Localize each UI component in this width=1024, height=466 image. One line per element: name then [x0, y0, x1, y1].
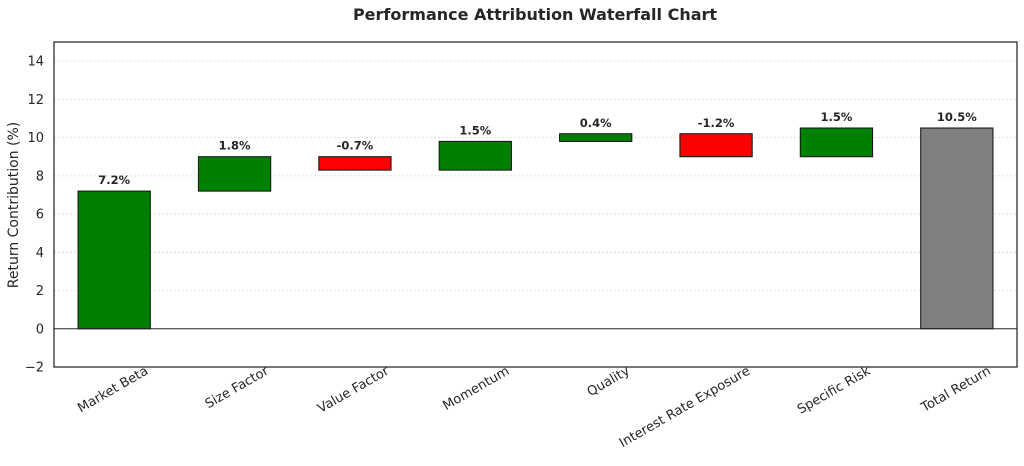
y-tick-label: 0: [36, 322, 44, 337]
x-tick-label: Quality: [585, 364, 633, 400]
plot-frame: [53, 41, 1018, 368]
data-label: 1.8%: [219, 139, 251, 153]
data-label: 1.5%: [820, 110, 852, 124]
y-tick-label: 4: [36, 246, 44, 261]
bar-market-beta: [77, 190, 151, 330]
data-labels: 7.2% 1.8% -0.7% 1.5% 0.4% -1.2% 1.5% 10.5%: [98, 110, 977, 187]
y-tick-label: −2: [25, 361, 44, 376]
x-tick-label: Interest Rate Exposure: [617, 364, 753, 451]
data-label: 10.5%: [937, 110, 977, 124]
x-axis-ticks: Market Beta Size Factor Value Factor Moment…: [75, 363, 993, 450]
y-axis-ticks: −2 0 2 4 6 8 10 12 14: [25, 55, 44, 376]
bar-momentum: [438, 140, 512, 171]
bar-size-factor: [197, 156, 272, 192]
y-tick-label: 8: [36, 169, 44, 184]
bars: [77, 127, 994, 330]
y-tick-label: 2: [36, 284, 44, 299]
bar-specific-risk: [799, 127, 874, 158]
chart-title: Performance Attribution Waterfall Chart: [353, 5, 717, 24]
data-label: -0.7%: [337, 139, 374, 153]
y-tick-label: 14: [27, 55, 44, 70]
data-label: 1.5%: [459, 123, 491, 137]
data-label: 7.2%: [98, 173, 130, 187]
x-tick-label: Total Return: [918, 364, 994, 416]
grid-lines: [54, 60, 1017, 368]
x-tick-label: Size Factor: [203, 363, 272, 412]
bar-total-return: [920, 127, 994, 330]
bar-value-factor: [318, 156, 392, 171]
x-tick-label: Market Beta: [75, 364, 151, 416]
data-label: -1.2%: [698, 116, 735, 130]
y-tick-label: 6: [36, 208, 44, 223]
y-tick-label: 12: [27, 93, 44, 108]
bar-interest-rate-exposure: [679, 133, 753, 158]
bar-quality: [559, 133, 633, 142]
y-axis-label: Return Contribution (%): [6, 122, 22, 289]
x-tick-label: Specific Risk: [795, 364, 874, 418]
y-tick-label: 10: [27, 131, 44, 146]
data-label: 0.4%: [580, 116, 612, 130]
x-tick-label: Momentum: [440, 364, 512, 414]
x-tick-label: Value Factor: [315, 363, 392, 416]
